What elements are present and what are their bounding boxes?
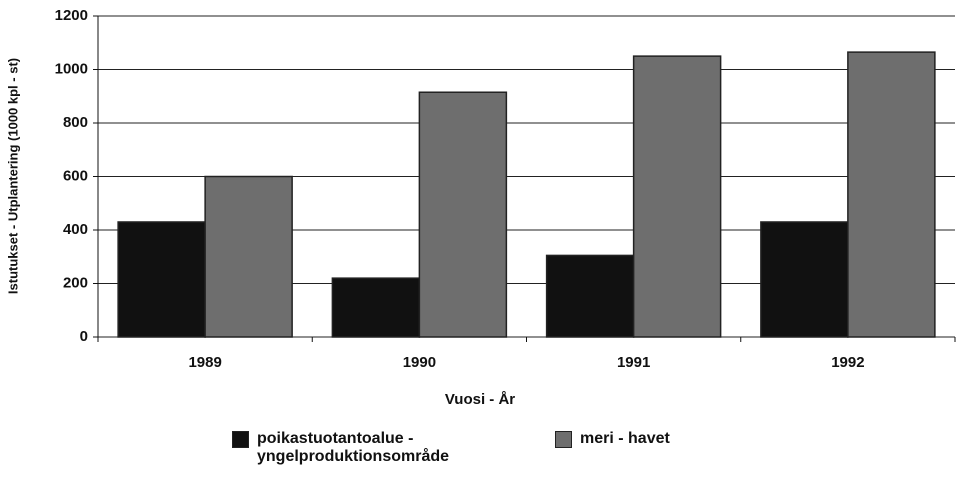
y-tick-label: 800 [63, 114, 88, 131]
x-tick-label: 1991 [617, 354, 650, 371]
y-tick-label: 200 [63, 274, 88, 291]
bar [545, 254, 635, 338]
bar [632, 55, 722, 338]
bar [418, 91, 508, 338]
x-tick-label: 1990 [403, 354, 436, 371]
y-tick-label: 1200 [55, 7, 88, 24]
legend-label: meri - havet [580, 430, 670, 447]
y-axis-label: Istutukset - Utplantering (1000 kpl - st… [5, 58, 20, 294]
bar [331, 277, 421, 338]
legend-swatch [555, 431, 572, 448]
bar [847, 51, 936, 338]
y-tick-label: 1000 [55, 60, 88, 77]
bar [117, 221, 206, 338]
bar [204, 175, 293, 338]
bar [760, 221, 849, 338]
x-tick-label: 1989 [188, 354, 221, 371]
legend-item: meri - havet [555, 430, 670, 448]
y-tick-label: 400 [63, 221, 88, 238]
legend-item: poikastuotantoalue - yngelproduktionsomr… [232, 430, 492, 466]
legend-label: poikastuotantoalue - yngelproduktionsomr… [257, 430, 450, 465]
y-tick-label: 0 [80, 328, 88, 345]
x-axis-label: Vuosi - År [445, 391, 515, 408]
y-tick-label: 600 [63, 167, 88, 184]
x-tick-label: 1992 [831, 354, 864, 371]
legend-swatch [232, 431, 249, 448]
